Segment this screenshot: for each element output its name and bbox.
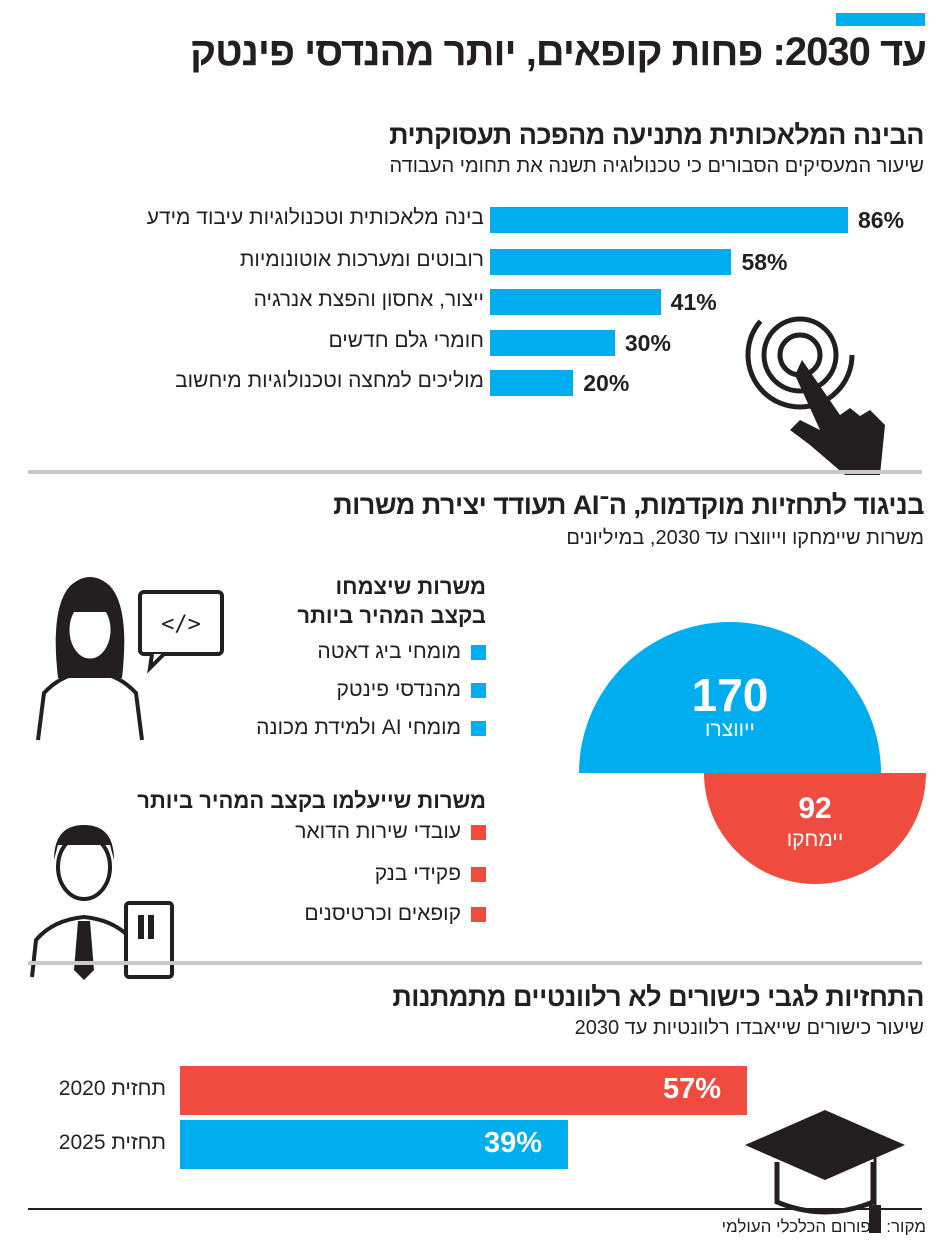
svg-text:</>: </> — [161, 612, 201, 637]
bullet-square — [471, 720, 486, 736]
bullet-square — [471, 906, 486, 922]
list-item: עובדי שירות הדואר — [295, 820, 486, 844]
declining-heading: משרות שייעלמו בקצב המהיר ביותר — [137, 788, 486, 813]
growing-heading-line2: בקצב המהיר ביותר — [297, 603, 486, 628]
list-item-label: עובדי שירות הדואר — [295, 820, 461, 843]
man-with-card-icon — [30, 825, 174, 980]
bar — [180, 1066, 747, 1115]
footer-rule — [28, 1208, 922, 1210]
category-label: חומרי גלם חדשים — [328, 329, 484, 352]
category-label: בינה מלאכותית וטכנולוגיות עיבוד מידע — [146, 206, 484, 229]
list-item: פקידי בנק — [375, 862, 486, 886]
deleted-label: יימחקו — [786, 828, 844, 851]
category-label: תחזית 2020 — [58, 1077, 166, 1100]
growing-heading: משרות שיצמחו בקצב המהיר ביותר — [297, 572, 486, 630]
divider — [28, 961, 922, 965]
list-item: מומחי AI ולמידת מכונה — [256, 716, 486, 740]
woman-developer-icon: </> — [36, 577, 224, 741]
list-item-label: מהנדסי פינטק — [336, 678, 461, 701]
list-item-label: פקידי בנק — [374, 862, 461, 885]
category-label: תחזית 2025 — [58, 1131, 166, 1154]
touch-hand-icon — [745, 300, 885, 475]
category-label: ייצור, אחסון והפצת אנרגיה — [253, 288, 484, 311]
created-label: ייווצרו — [705, 718, 755, 741]
list-item: מומחי ביג דאטה — [317, 640, 486, 664]
bar — [490, 370, 574, 396]
bar — [490, 249, 732, 275]
bar-value-label: 41% — [670, 289, 717, 315]
category-label: רובוטים ומערכות אוטונומיות — [239, 248, 484, 271]
list-item-label: קופאים וכרטיסנים — [304, 902, 461, 925]
bullet-square — [471, 644, 486, 660]
created-value: 170 — [691, 669, 769, 721]
bar-value-label: 86% — [858, 207, 905, 233]
divider — [28, 470, 922, 474]
bullet-square — [471, 824, 486, 840]
bar — [490, 330, 615, 356]
bar-value-label: 39% — [483, 1127, 542, 1159]
section1-subtitle: שיעור המעסיקים הסבורים כי טכנולוגיה תשנה… — [389, 155, 924, 177]
section3-title: התחזיות לגבי כישורים לא רלוונטיים מתמתנו… — [392, 982, 924, 1012]
growing-heading-line1: משרות שיצמחו — [335, 574, 486, 599]
list-item-label: מומחי AI ולמידת מכונה — [256, 716, 461, 739]
section2-title: בניגוד לתחזיות מוקדמות, ה־AI תעודד יצירת… — [333, 490, 924, 520]
deleted-value: 92 — [798, 792, 832, 825]
source-note: מקור: הפורום הכלכלי העולמי — [721, 1217, 926, 1236]
list-item-label: מומחי ביג דאטה — [317, 640, 461, 663]
bar-value-label: 30% — [624, 330, 671, 356]
bar — [490, 289, 661, 315]
bar-value-label: 58% — [741, 249, 788, 275]
category-label: מוליכים למחצה וטכנולוגיות מיחשוב — [175, 369, 484, 392]
list-item: קופאים וכרטיסנים — [304, 902, 486, 926]
bar-value-label: 57% — [663, 1073, 722, 1105]
list-item: מהנדסי פינטק — [336, 678, 486, 702]
bullet-square — [471, 682, 486, 698]
main-title: עד 2030: פחות קופאים, יותר מהנדסי פינטק — [189, 30, 927, 74]
bar — [490, 207, 848, 233]
section3-subtitle: שיעור כישורים שייאבדו רלוונטיות עד 2030 — [574, 1017, 924, 1039]
bar — [180, 1120, 568, 1169]
bar-value-label: 20% — [583, 370, 630, 396]
graduation-cap-icon — [745, 1110, 905, 1233]
accent-bar — [836, 13, 925, 26]
bullet-square — [471, 866, 486, 882]
section1-title: הבינה המלאכותית מתניעה מהפכה תעסוקתית — [389, 120, 924, 150]
section2-subtitle: משרות שיימחקו וייווצרו עד 2030, במיליוני… — [566, 527, 924, 549]
